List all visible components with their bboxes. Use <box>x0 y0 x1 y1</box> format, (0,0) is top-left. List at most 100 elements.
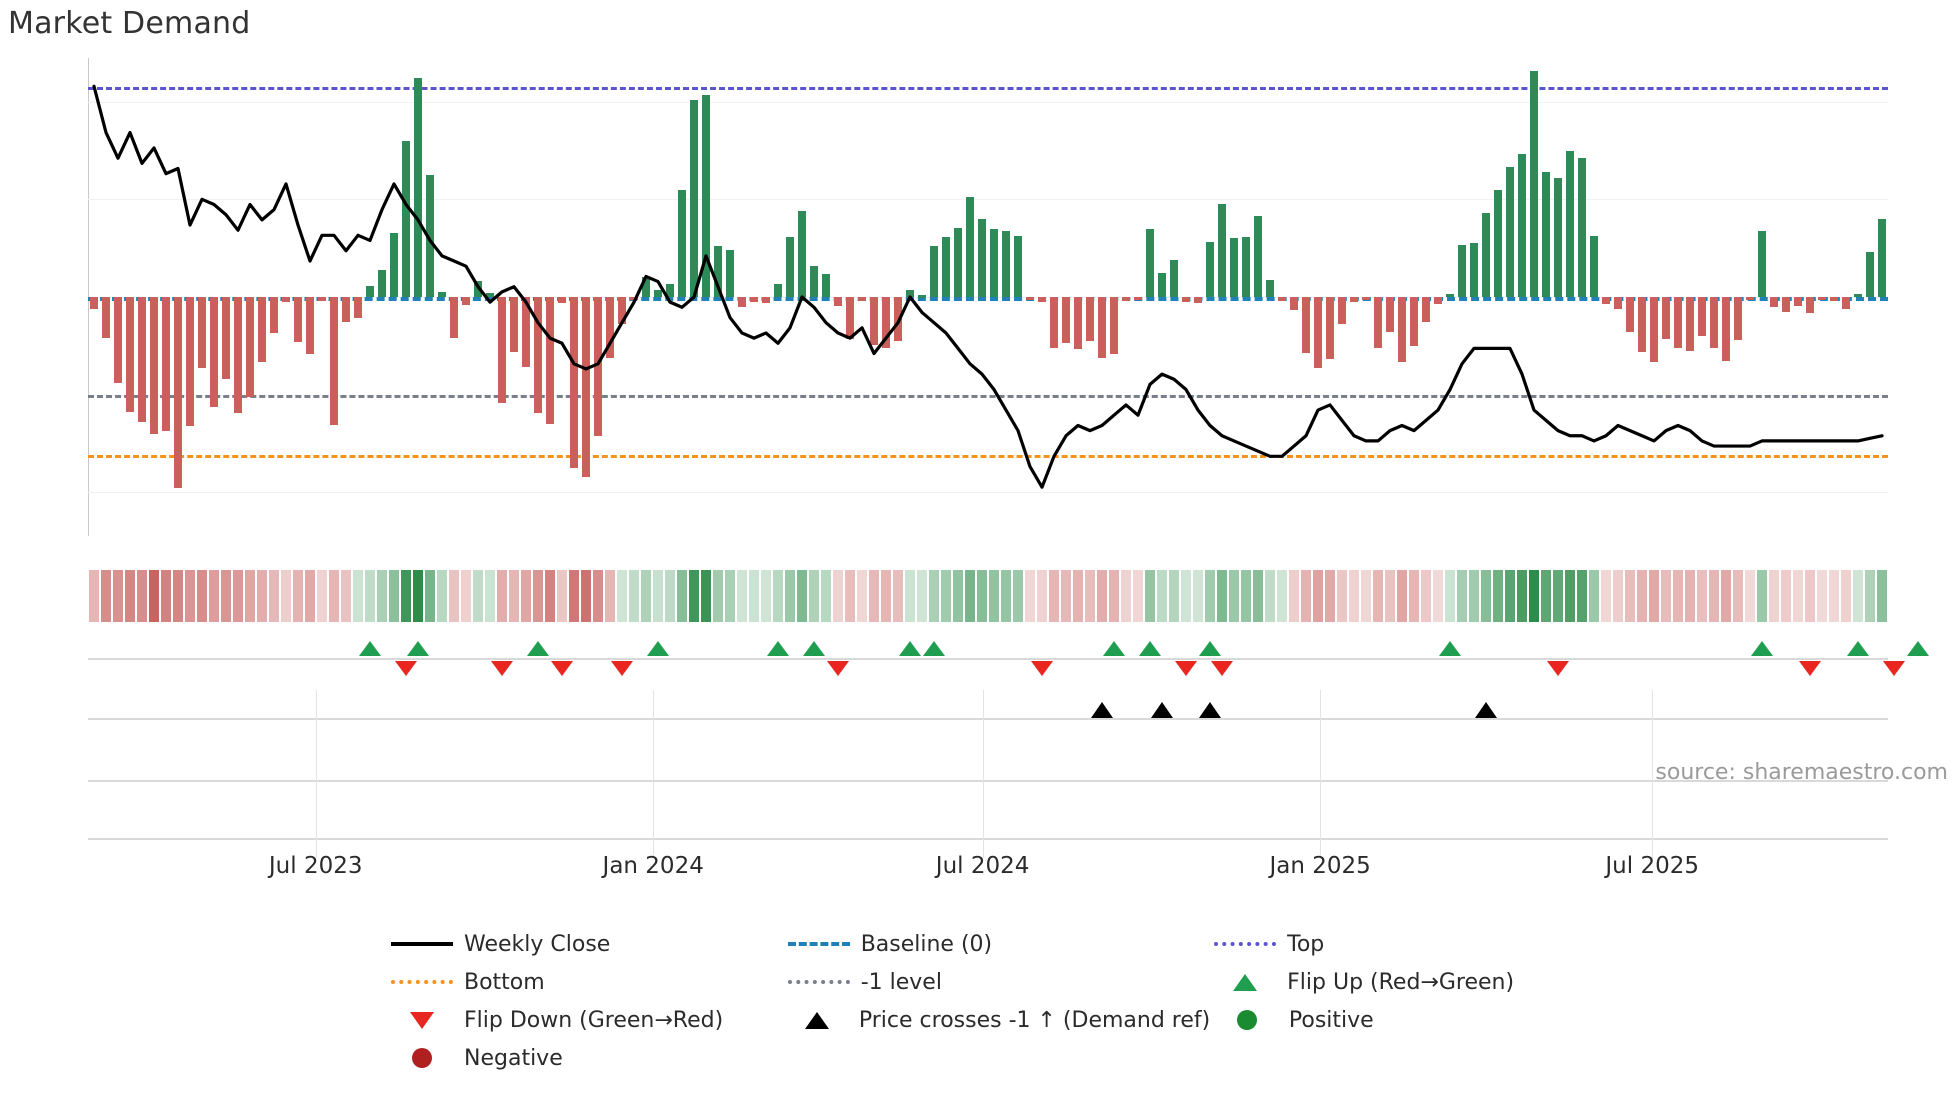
heat-cell <box>196 570 208 622</box>
demand-bar <box>761 297 771 303</box>
heat-cell <box>1612 570 1624 622</box>
demand-bar <box>641 276 651 297</box>
demand-bar <box>1829 297 1839 301</box>
demand-bar <box>857 297 867 301</box>
legend-item[interactable]: Weekly Close <box>380 925 777 963</box>
heat-cell <box>1216 570 1228 622</box>
demand-bar <box>113 297 123 383</box>
demand-bar <box>989 228 999 297</box>
legend-item[interactable]: Baseline (0) <box>777 925 1203 963</box>
heat-cell <box>760 570 772 622</box>
heat-cell <box>688 570 700 622</box>
heat-cell <box>1468 570 1480 622</box>
demand-bar <box>509 297 519 352</box>
heat-cell <box>1660 570 1672 622</box>
demand-bar <box>389 232 399 297</box>
heat-cell <box>1864 570 1876 622</box>
heat-cell <box>256 570 268 622</box>
flip-up-marker <box>359 641 381 656</box>
heat-cell <box>1288 570 1300 622</box>
heat-cell <box>1456 570 1468 622</box>
demand-bar <box>257 297 267 363</box>
heat-cell <box>1828 570 1840 622</box>
demand-bar <box>1301 297 1311 353</box>
circle-swatch-icon <box>412 1048 432 1068</box>
demand-bar <box>1265 280 1275 297</box>
demand-bar <box>1061 297 1071 343</box>
heat-cell <box>352 570 364 622</box>
heat-cell <box>1072 570 1084 622</box>
heat-cell <box>1240 570 1252 622</box>
heat-cell <box>1432 570 1444 622</box>
demand-bar <box>617 297 627 325</box>
heat-cell <box>472 570 484 622</box>
triangle-down-icon <box>410 1011 434 1029</box>
reference-line-top <box>88 87 1888 91</box>
demand-heat-strip <box>88 570 1888 622</box>
heat-cell <box>1156 570 1168 622</box>
heat-cell <box>1252 570 1264 622</box>
demand-bar <box>1781 297 1791 312</box>
legend-item[interactable]: Flip Down (Green→Red) <box>380 1001 775 1039</box>
x-tick-mark <box>315 690 317 858</box>
gridline <box>88 101 1888 103</box>
heat-cell <box>1312 570 1324 622</box>
demand-bar <box>593 297 603 436</box>
legend-item[interactable]: Bottom <box>380 963 777 1001</box>
heat-cell <box>616 570 628 622</box>
flip-up-marker <box>767 641 789 656</box>
x-tick-mark <box>982 690 984 858</box>
legend-item[interactable]: -1 level <box>777 963 1203 1001</box>
demand-bar <box>1757 230 1767 297</box>
legend-label: Flip Up (Red→Green) <box>1287 969 1515 995</box>
legend-label: Price crosses -1 ↑ (Demand ref) <box>858 1007 1211 1033</box>
demand-bar <box>425 175 435 297</box>
heat-cell <box>1564 570 1576 622</box>
heat-cell <box>976 570 988 622</box>
gridline <box>88 199 1888 201</box>
heat-cell <box>808 570 820 622</box>
demand-bar <box>317 297 327 301</box>
flip-down-marker <box>611 661 633 676</box>
legend-item[interactable]: Price crosses -1 ↑ (Demand ref) <box>775 1001 1210 1039</box>
demand-bar <box>1049 297 1059 348</box>
demand-bar <box>1073 297 1083 349</box>
legend-label: Baseline (0) <box>860 931 993 957</box>
heat-cell <box>1348 570 1360 622</box>
x-tick-label: Jul 2023 <box>268 853 363 879</box>
heat-cell <box>448 570 460 622</box>
legend-label: Positive <box>1288 1007 1374 1033</box>
heat-cell <box>424 570 436 622</box>
heat-cell <box>328 570 340 622</box>
legend-item[interactable]: Top <box>1203 925 1580 963</box>
heat-cell <box>388 570 400 622</box>
heat-cell <box>1816 570 1828 622</box>
heat-cell <box>664 570 676 622</box>
heat-cell <box>1684 570 1696 622</box>
heat-cell <box>640 570 652 622</box>
demand-bar <box>1109 297 1119 354</box>
legend-item[interactable]: Flip Up (Red→Green) <box>1203 963 1580 1001</box>
heat-cell <box>940 570 952 622</box>
legend-item[interactable]: Positive <box>1205 1001 1580 1039</box>
heat-cell <box>1132 570 1144 622</box>
demand-bar <box>1121 297 1131 301</box>
demand-bar <box>1661 297 1671 339</box>
demand-bar <box>341 297 351 323</box>
heat-cell <box>1588 570 1600 622</box>
heat-cell <box>1768 570 1780 622</box>
flip-up-marker <box>527 641 549 656</box>
demand-bar <box>1721 297 1731 362</box>
heat-cell <box>460 570 472 622</box>
demand-bar <box>689 99 699 297</box>
heat-cell <box>904 570 916 622</box>
legend-item[interactable]: Negative <box>380 1039 780 1077</box>
demand-bar <box>125 297 135 413</box>
price-cross-marker <box>1475 702 1497 718</box>
demand-bar <box>1673 297 1683 348</box>
demand-bar <box>1457 245 1467 297</box>
heat-cell <box>712 570 724 622</box>
demand-bar <box>521 297 531 368</box>
demand-bar <box>665 284 675 297</box>
reference-line-baseline-0 <box>88 297 1888 301</box>
